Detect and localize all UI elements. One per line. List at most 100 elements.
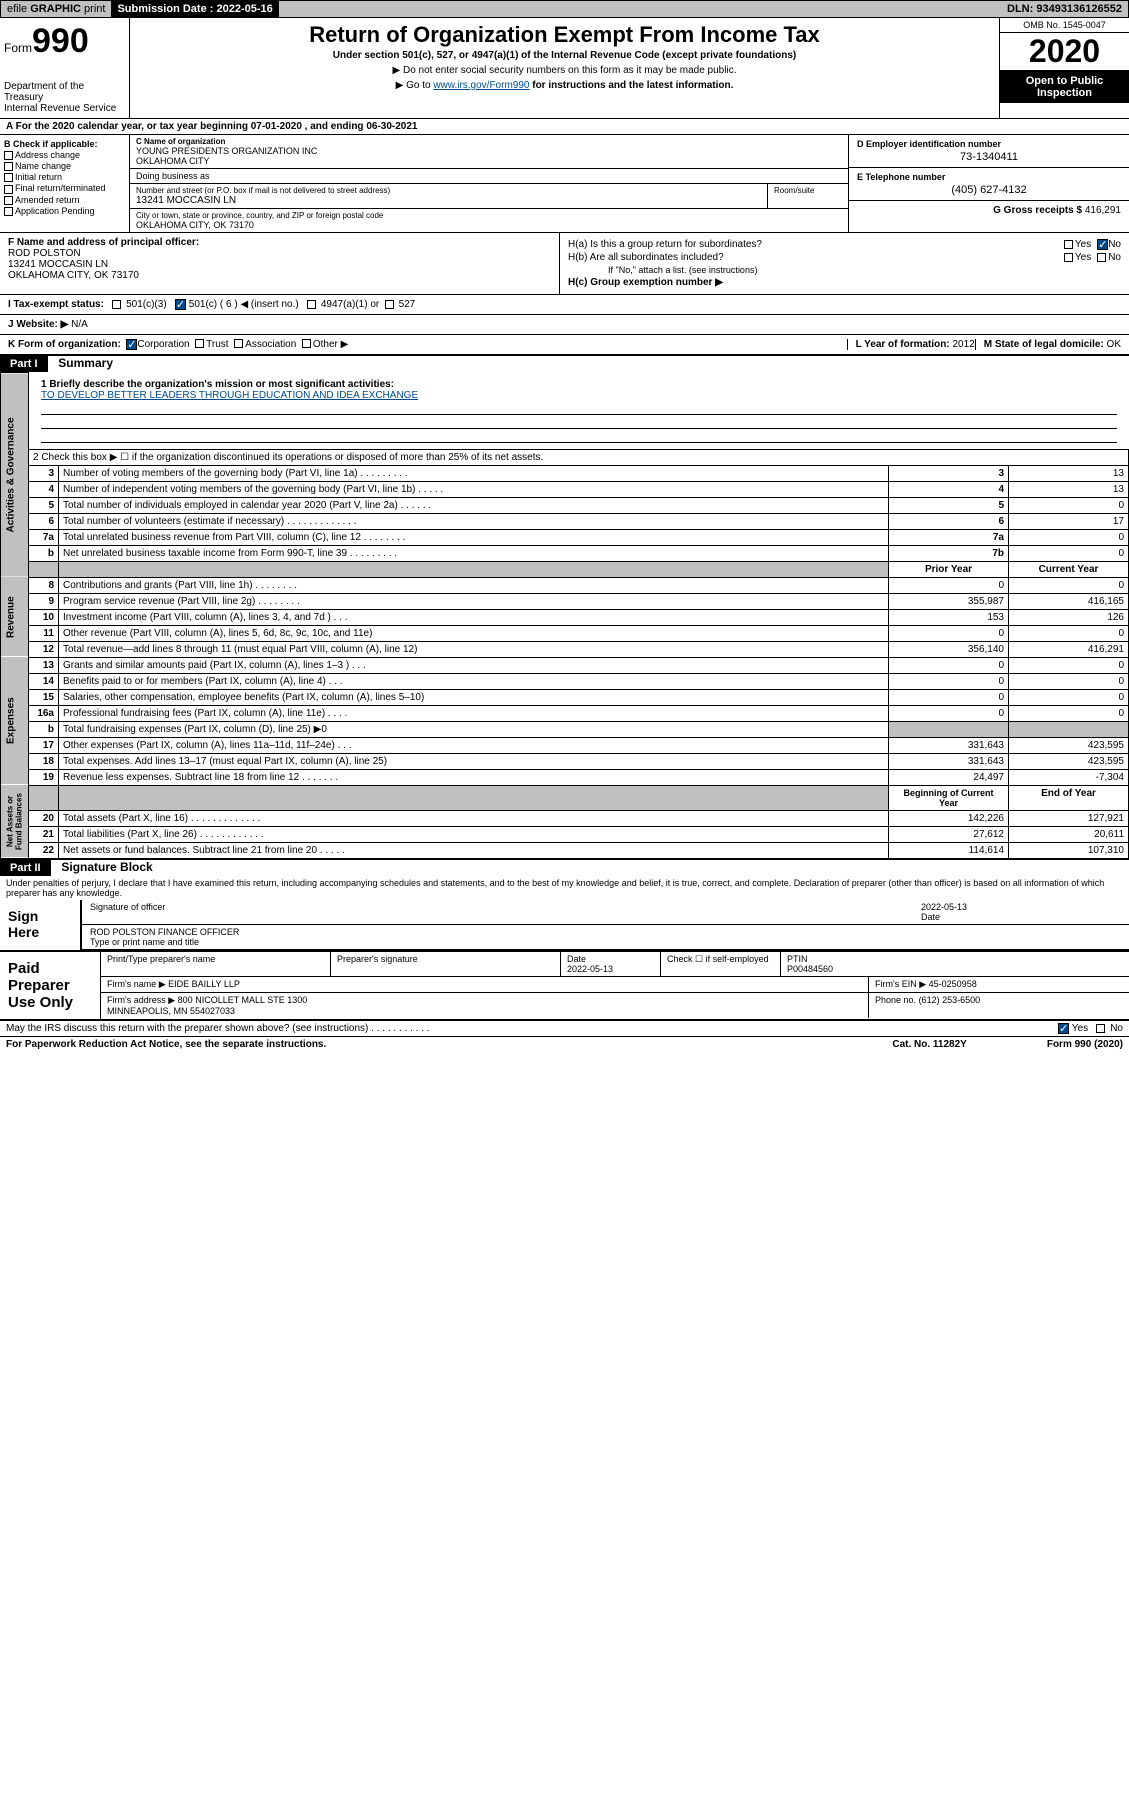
section-h: H(a) Is this a group return for subordin… <box>560 233 1129 294</box>
submission-date: Submission Date : 2022-05-16 <box>111 1 278 17</box>
phone-value: (405) 627-4132 <box>857 184 1121 196</box>
room-box: Room/suite <box>768 184 848 208</box>
sign-block: Sign Here Signature of officer 2022-05-1… <box>0 900 1129 950</box>
hb-yes-cb[interactable] <box>1064 253 1073 262</box>
efile-print[interactable]: print <box>84 3 105 15</box>
goto-pre: ▶ Go to <box>396 80 434 91</box>
cb-trust[interactable] <box>195 339 204 348</box>
opt-corp: Corporation <box>137 339 189 350</box>
cb-name-change[interactable]: Name change <box>4 161 125 171</box>
part1-badge: Part I <box>0 356 48 372</box>
mission-block: 1 Briefly describe the organization's mi… <box>29 373 1129 450</box>
exempt-status-row: I Tax-exempt status: 501(c)(3) 501(c) ( … <box>0 295 1129 315</box>
cb-other[interactable] <box>302 339 311 348</box>
hb-no-cb[interactable] <box>1097 253 1106 262</box>
dba-box: Doing business as <box>130 169 848 184</box>
summary-table: Activities & Governance 1 Briefly descri… <box>0 372 1129 859</box>
yof-label: L Year of formation: <box>856 339 950 350</box>
part1-title: Summary <box>50 354 121 372</box>
opt-assoc: Association <box>245 339 296 350</box>
ein-value: 73-1340411 <box>857 151 1121 163</box>
ha-no: No <box>1108 239 1121 250</box>
cb-4947[interactable] <box>307 300 316 309</box>
officer-label: F Name and address of principal officer: <box>8 237 199 248</box>
goto-note: ▶ Go to www.irs.gov/Form990 for instruct… <box>140 80 989 91</box>
gross-receipts-box: G Gross receipts $ 416,291 <box>849 201 1129 220</box>
cb-pending[interactable]: Application Pending <box>4 206 125 216</box>
addr-row: Number and street (or P.O. box if mail i… <box>130 184 848 208</box>
sign-fields: Signature of officer 2022-05-13 Date ROD… <box>80 900 1129 950</box>
discuss-yes-cb[interactable] <box>1058 1023 1069 1034</box>
perjury-text: Under penalties of perjury, I declare th… <box>0 876 1129 900</box>
preparer-block: Paid Preparer Use Only Print/Type prepar… <box>0 950 1129 1021</box>
header-left: Form990 Department of the Treasury Inter… <box>0 18 130 118</box>
prep-date-cell: Date2022-05-13 <box>561 952 661 976</box>
side-na: Net Assets or Fund Balances <box>1 785 29 858</box>
firm-name-cell: Firm's name ▶ EIDE BAILLY LLP <box>101 977 869 992</box>
cb-501c3[interactable] <box>112 300 121 309</box>
website-label: J Website: ▶ <box>8 319 68 330</box>
footer: For Paperwork Reduction Act Notice, see … <box>0 1036 1129 1052</box>
discuss-no-cb[interactable] <box>1096 1024 1105 1033</box>
irs-link[interactable]: www.irs.gov/Form990 <box>433 80 529 91</box>
open-public: Open to Public Inspection <box>1000 71 1129 103</box>
footer-mid: Cat. No. 11282Y <box>892 1039 966 1050</box>
col-hdr-row: Prior YearCurrent Year <box>1 561 1129 577</box>
efile-graphic: GRAPHIC <box>30 3 81 15</box>
discuss-question: May the IRS discuss this return with the… <box>6 1023 430 1034</box>
ha-yes-cb[interactable] <box>1064 240 1073 249</box>
row-7a: 7aTotal unrelated business revenue from … <box>1 529 1129 545</box>
hb-note: If "No," attach a list. (see instruction… <box>568 265 1121 275</box>
hdr-prior: Prior Year <box>889 561 1009 577</box>
cb-final-return[interactable]: Final return/terminated <box>4 183 125 193</box>
sod-label: M State of legal domicile: <box>984 339 1104 350</box>
city-val: OKLAHOMA CITY, OK 73170 <box>136 220 842 230</box>
cb-corp[interactable] <box>126 339 137 350</box>
part1-header: Part I Summary <box>0 355 1129 372</box>
header-right: OMB No. 1545-0047 2020 Open to Public In… <box>999 18 1129 118</box>
discuss-no: No <box>1110 1023 1123 1034</box>
ptin-cell: PTINP00484560 <box>781 952 1129 976</box>
row-6: 6Total number of volunteers (estimate if… <box>1 513 1129 529</box>
opt-trust: Trust <box>206 339 228 350</box>
korg-row: K Form of organization: Corporation Trus… <box>0 335 1129 355</box>
city-box: City or town, state or province, country… <box>130 208 848 232</box>
street-addr: 13241 MOCCASIN LN <box>136 195 761 206</box>
opt-527: 527 <box>399 299 416 310</box>
header-title-block: Return of Organization Exempt From Incom… <box>130 18 999 118</box>
section-b: B Check if applicable: Address change Na… <box>0 135 130 232</box>
sig-officer-row: Signature of officer 2022-05-13 Date <box>82 900 1129 925</box>
website-val: N/A <box>71 319 88 330</box>
row-7b: bNet unrelated business taxable income f… <box>1 545 1129 561</box>
side-rev: Revenue <box>1 577 29 657</box>
org-name: YOUNG PRESIDENTS ORGANIZATION INC OKLAHO… <box>136 146 842 166</box>
cb-amended[interactable]: Amended return <box>4 195 125 205</box>
part2-header: Part II Signature Block <box>0 859 1129 876</box>
opt-501c3: 501(c)(3) <box>126 299 167 310</box>
org-name-label: C Name of organization <box>136 137 842 146</box>
form-label: Form <box>4 41 32 55</box>
row-4: 4Number of independent voting members of… <box>1 481 1129 497</box>
form-header: Form990 Department of the Treasury Inter… <box>0 18 1129 119</box>
ha-no-cb[interactable] <box>1097 239 1108 250</box>
gross-label: G Gross receipts $ <box>993 205 1082 216</box>
footer-right: Form 990 (2020) <box>1047 1039 1123 1050</box>
cb-assoc[interactable] <box>234 339 243 348</box>
dept-treasury: Department of the Treasury Internal Reve… <box>4 81 125 114</box>
paid-preparer-label: Paid Preparer Use Only <box>0 952 100 1019</box>
cb-address-change[interactable]: Address change <box>4 150 125 160</box>
cb-initial-return[interactable]: Initial return <box>4 172 125 182</box>
cb-527[interactable] <box>385 300 394 309</box>
firm-phone-cell: Phone no. (612) 253-6500 <box>869 993 1129 1018</box>
hb-text: H(b) Are all subordinates included? <box>568 252 1064 263</box>
prep-sig-hdr: Preparer's signature <box>331 952 561 976</box>
efile-label: efile GRAPHIC print <box>1 1 111 17</box>
row-5: 5Total number of individuals employed in… <box>1 497 1129 513</box>
ssn-note: ▶ Do not enter social security numbers o… <box>140 65 989 76</box>
top-bar: efile GRAPHIC print Submission Date : 20… <box>0 0 1129 18</box>
cb-501c[interactable] <box>175 299 186 310</box>
efile-prefix: efile <box>7 3 27 15</box>
sig-officer-label: Signature of officer <box>90 902 921 922</box>
officer-printed-name: ROD POLSTON FINANCE OFFICER <box>90 927 239 937</box>
officer-addr: 13241 MOCCASIN LN OKLAHOMA CITY, OK 7317… <box>8 259 139 281</box>
